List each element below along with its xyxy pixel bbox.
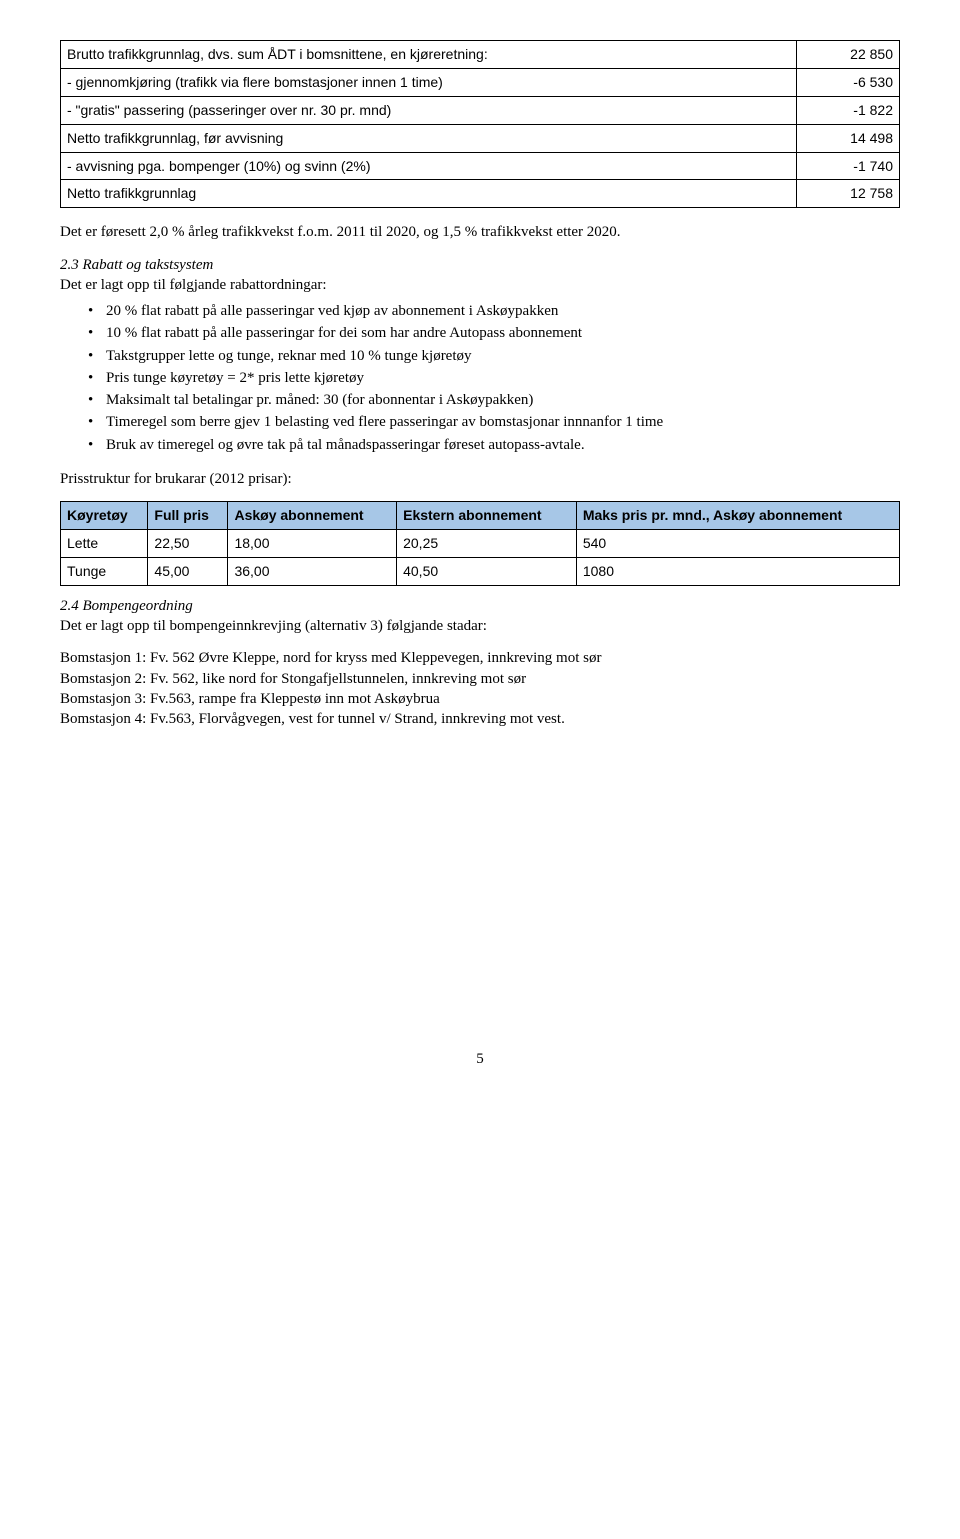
price-table-cell: Tunge (61, 557, 148, 585)
traffic-row-value: -1 740 (797, 152, 900, 180)
traffic-row-label: Netto trafikkgrunnlag, før avvisning (61, 124, 797, 152)
traffic-row-value: 22 850 (797, 41, 900, 69)
rabatt-bullet-item: Timeregel som berre gjev 1 belasting ved… (88, 412, 900, 432)
price-table-header: Maks pris pr. mnd., Askøy abonnement (576, 502, 899, 530)
price-table-cell: 22,50 (148, 529, 228, 557)
rabatt-bullet-item: Pris tunge køyretøy = 2* pris lette kjør… (88, 368, 900, 388)
bomstasjon-line: Bomstasjon 3: Fv.563, rampe fra Kleppest… (60, 689, 900, 709)
rabatt-bullet-list: 20 % flat rabatt på alle passeringar ved… (60, 301, 900, 455)
traffic-row-label: - gjennomkjøring (trafikk via flere boms… (61, 68, 797, 96)
price-table-cell: Lette (61, 529, 148, 557)
traffic-row-value: -6 530 (797, 68, 900, 96)
price-table-cell: 45,00 (148, 557, 228, 585)
rabatt-bullet-item: 20 % flat rabatt på alle passeringar ved… (88, 301, 900, 321)
price-table-cell: 40,50 (397, 557, 577, 585)
bomstasjon-line: Bomstasjon 4: Fv.563, Florvågvegen, vest… (60, 709, 900, 729)
price-table-cell: 1080 (576, 557, 899, 585)
price-table: KøyretøyFull prisAskøy abonnementEkstern… (60, 501, 900, 586)
traffic-table: Brutto trafikkgrunnlag, dvs. sum ÅDT i b… (60, 40, 900, 208)
price-table-header: Køyretøy (61, 502, 148, 530)
section-2-4: 2.4 Bompengeordning Det er lagt opp til … (60, 596, 900, 637)
traffic-row-label: - "gratis" passering (passeringer over n… (61, 96, 797, 124)
price-table-cell: 20,25 (397, 529, 577, 557)
rabatt-bullet-item: Maksimalt tal betalingar pr. måned: 30 (… (88, 390, 900, 410)
traffic-row-value: 12 758 (797, 180, 900, 208)
traffic-row-label: Netto trafikkgrunnlag (61, 180, 797, 208)
price-table-cell: 540 (576, 529, 899, 557)
bomstasjon-line: Bomstasjon 1: Fv. 562 Øvre Kleppe, nord … (60, 648, 900, 668)
section-2-3: 2.3 Rabatt og takstsystem Det er lagt op… (60, 255, 900, 296)
page-number: 5 (60, 1049, 900, 1069)
price-table-header: Full pris (148, 502, 228, 530)
traffic-row-label: - avvisning pga. bompenger (10%) og svin… (61, 152, 797, 180)
price-structure-intro: Prisstruktur for brukarar (2012 prisar): (60, 469, 900, 489)
price-table-header: Askøy abonnement (228, 502, 397, 530)
price-table-header: Ekstern abonnement (397, 502, 577, 530)
traffic-row-value: -1 822 (797, 96, 900, 124)
price-table-cell: 36,00 (228, 557, 397, 585)
paragraph-traffic-growth: Det er føresett 2,0 % årleg trafikkvekst… (60, 222, 900, 242)
section-2-3-intro: Det er lagt opp til følgjande rabattordn… (60, 277, 327, 293)
section-2-4-intro: Det er lagt opp til bompengeinnkrevjing … (60, 618, 487, 634)
rabatt-bullet-item: 10 % flat rabatt på alle passeringar for… (88, 323, 900, 343)
rabatt-bullet-item: Bruk av timeregel og øvre tak på tal mån… (88, 435, 900, 455)
bomstasjon-list: Bomstasjon 1: Fv. 562 Øvre Kleppe, nord … (60, 648, 900, 729)
section-2-3-title: 2.3 Rabatt og takstsystem (60, 257, 213, 273)
traffic-row-value: 14 498 (797, 124, 900, 152)
rabatt-bullet-item: Takstgrupper lette og tunge, reknar med … (88, 346, 900, 366)
price-table-cell: 18,00 (228, 529, 397, 557)
traffic-row-label: Brutto trafikkgrunnlag, dvs. sum ÅDT i b… (61, 41, 797, 69)
bomstasjon-line: Bomstasjon 2: Fv. 562, like nord for Sto… (60, 669, 900, 689)
section-2-4-title: 2.4 Bompengeordning (60, 598, 193, 614)
